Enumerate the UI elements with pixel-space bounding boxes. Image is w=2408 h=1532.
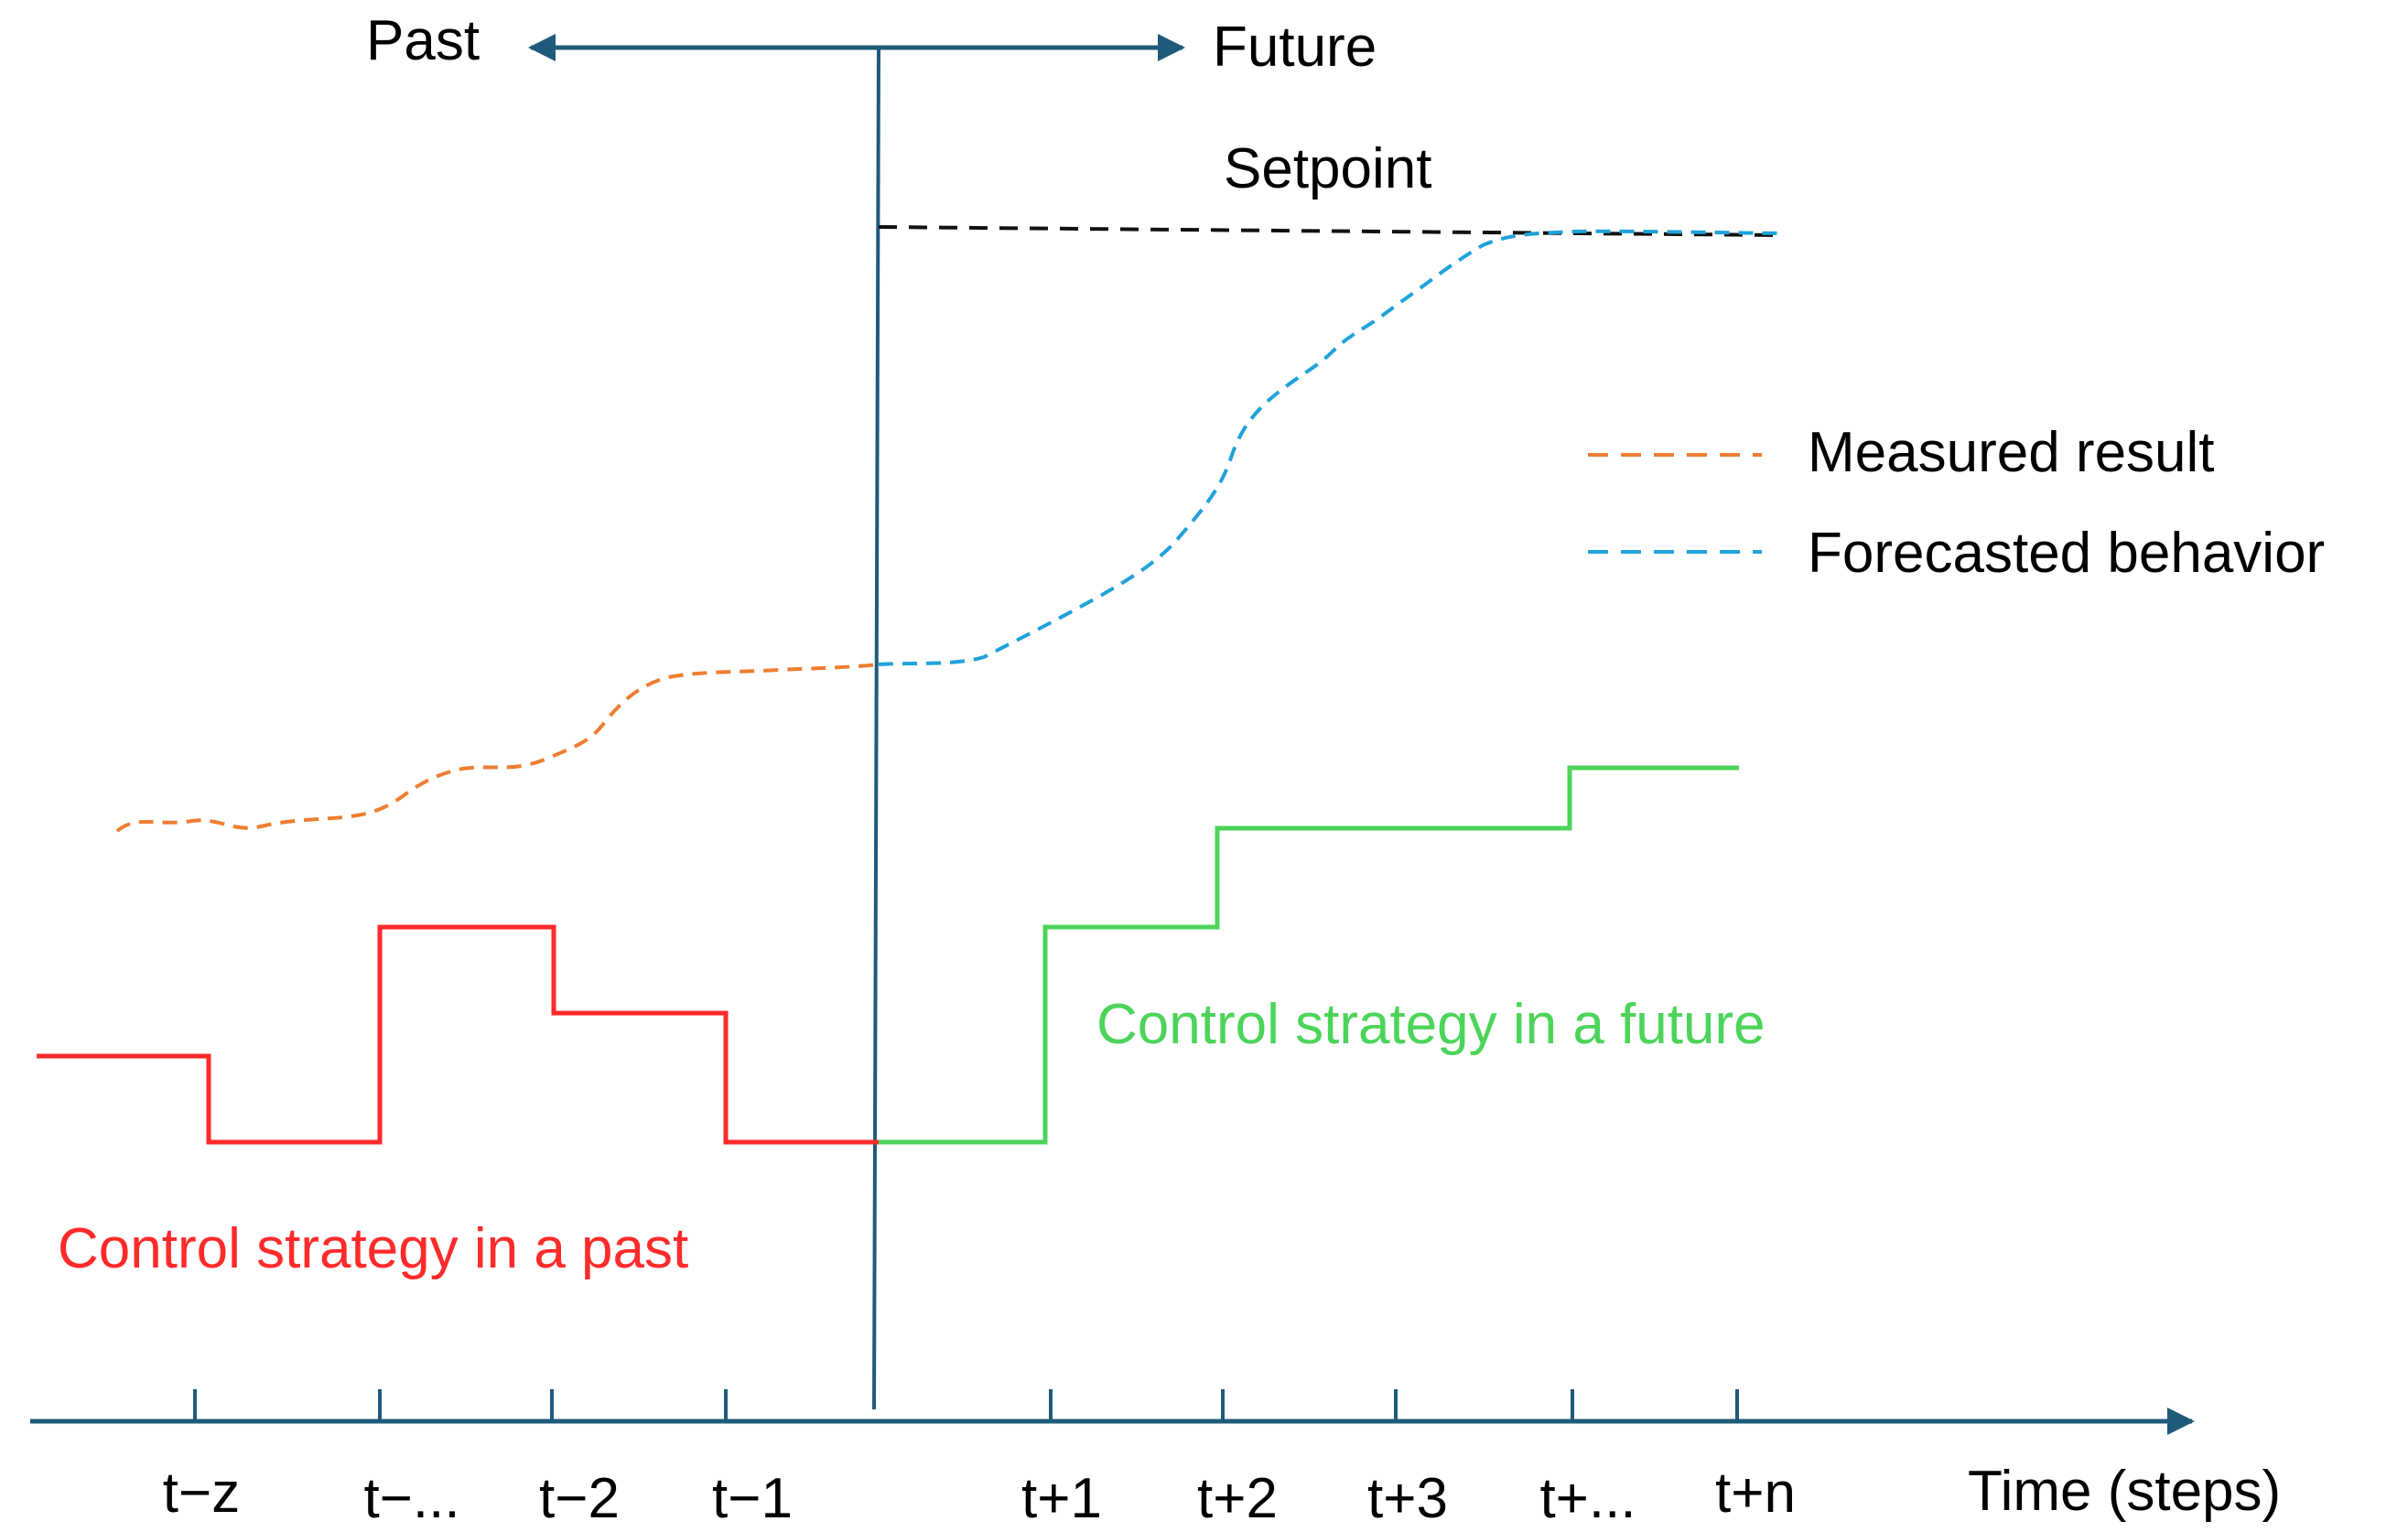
forecasted-behavior-curve (878, 229, 1786, 666)
measured-result-curve (115, 663, 880, 833)
future-control-label: Control strategy in a future (1096, 993, 1766, 1056)
legend: Measured result Forecasted behavior (1588, 421, 2325, 585)
time-axis-label: Time (steps) (1968, 1460, 2281, 1523)
axis-tick-labels: t−z t−... t−2 t−1 t+1 t+2 t+3 t+... t+n (163, 1462, 1796, 1530)
tick-label: t−2 (539, 1467, 620, 1530)
tick-label: t+2 (1197, 1467, 1278, 1530)
past-control-label: Control strategy in a past (58, 1217, 688, 1280)
setpoint-label: Setpoint (1224, 137, 1432, 200)
tick-label: t+3 (1367, 1467, 1448, 1530)
tick-label: t+... (1539, 1467, 1636, 1530)
past-control-step (37, 924, 879, 1145)
tick-label: t−1 (712, 1467, 793, 1530)
tick-label: t+n (1715, 1462, 1796, 1525)
tick-label: t+1 (1021, 1467, 1102, 1530)
tick-label: t−... (363, 1467, 459, 1530)
legend-forecasted-label: Forecasted behavior (1808, 522, 2325, 585)
tick-label: t−z (163, 1462, 240, 1525)
future-label: Future (1213, 16, 1377, 79)
legend-measured-label: Measured result (1808, 421, 2215, 484)
future-control-step (879, 765, 1739, 1145)
past-label: Past (366, 9, 480, 72)
axis-ticks (193, 1389, 1739, 1421)
setpoint-line (878, 225, 1786, 237)
present-divider (872, 47, 880, 1410)
